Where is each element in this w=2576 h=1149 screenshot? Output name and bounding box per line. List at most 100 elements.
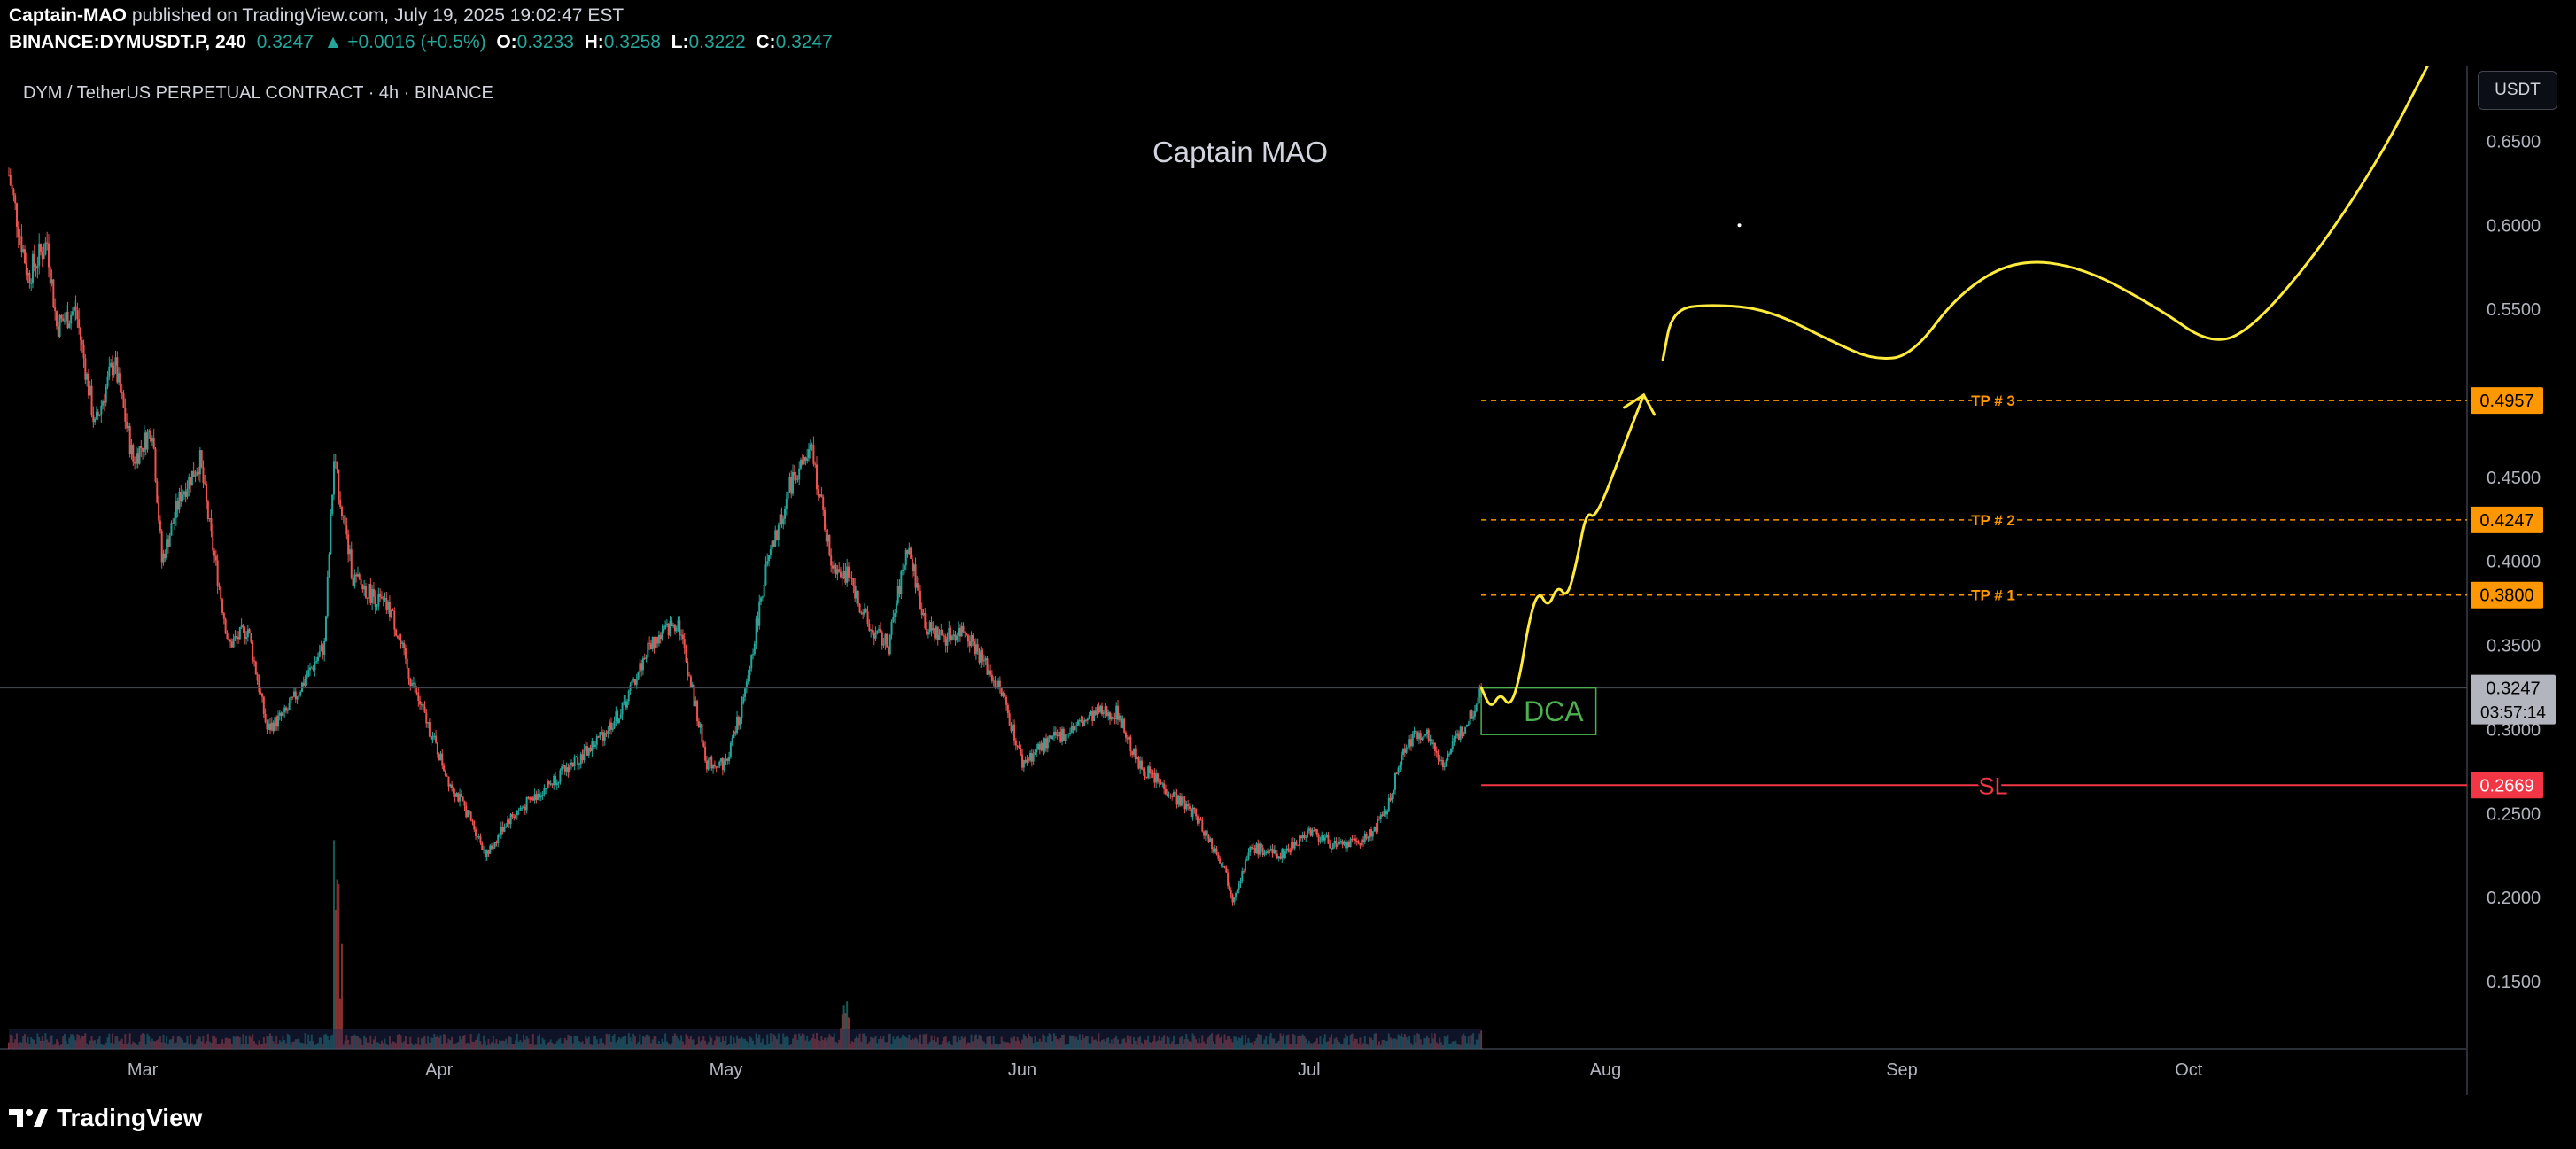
candle-body	[1329, 843, 1331, 849]
volume-bar	[621, 1036, 624, 1049]
volume-bar	[910, 1039, 912, 1049]
volume-bar	[1171, 1041, 1174, 1049]
candle-body	[1349, 839, 1352, 848]
volume-bar	[1058, 1040, 1060, 1049]
volume-bar	[1389, 1037, 1392, 1049]
candle-body	[503, 826, 506, 832]
volume-bar	[1147, 1035, 1150, 1049]
tradingview-logo[interactable]: TradingView	[7, 1104, 202, 1132]
candle-body	[541, 795, 544, 796]
volume-bar	[1175, 1044, 1178, 1049]
candle-body	[1351, 839, 1354, 841]
volume-bar	[275, 1036, 278, 1049]
volume-bar	[911, 1038, 913, 1049]
publish-line: Captain-MAO published on TradingView.com…	[9, 5, 624, 27]
candle-body	[1077, 720, 1080, 726]
volume-bar	[609, 1033, 611, 1049]
volume-bar	[1148, 1042, 1151, 1049]
candle-body	[952, 634, 955, 636]
volume-bar	[521, 1042, 524, 1049]
volume-bar	[1090, 1043, 1092, 1049]
candle-body	[934, 628, 936, 639]
volume-bar	[1085, 1036, 1088, 1049]
candle-body	[974, 641, 976, 655]
candle-body	[771, 540, 773, 549]
volume-bar	[757, 1037, 759, 1049]
volume-bar	[771, 1041, 773, 1049]
volume-bar	[1193, 1035, 1196, 1049]
candle-body	[966, 633, 968, 635]
candle-body	[578, 764, 580, 765]
candle-body	[563, 765, 566, 772]
volume-bar	[1300, 1036, 1302, 1049]
candle-body	[292, 691, 295, 697]
volume-bar	[1303, 1035, 1306, 1049]
candle-body	[1085, 719, 1088, 721]
volume-bar	[33, 1039, 35, 1049]
author-name[interactable]: Captain-MAO	[9, 5, 127, 26]
volume-bar	[376, 1042, 378, 1049]
candle-body	[384, 598, 386, 600]
volume-bar	[820, 1036, 823, 1049]
volume-bar	[1207, 1036, 1210, 1049]
candle-body	[1140, 760, 1143, 770]
volume-bar	[1029, 1036, 1032, 1049]
candle-body	[699, 724, 702, 728]
candle-body	[645, 657, 648, 659]
candle-body	[707, 759, 710, 770]
volume-bar	[477, 1033, 480, 1049]
volume-bar	[500, 1040, 502, 1049]
price-chart[interactable]: DYM / TetherUS PERPETUAL CONTRACT · 4h ·…	[0, 66, 2576, 1095]
candle-body	[1293, 842, 1296, 849]
volume-bar	[355, 1036, 358, 1049]
candle-body	[1136, 757, 1138, 760]
volume-bar	[1196, 1043, 1199, 1049]
volume-bar	[833, 1033, 835, 1049]
volume-bar	[387, 1044, 390, 1049]
volume-bar	[1287, 1034, 1290, 1049]
projection-leg-1	[1479, 393, 1646, 706]
volume-bar	[314, 1044, 316, 1049]
volume-bar	[318, 1037, 321, 1049]
volume-bar	[780, 1044, 783, 1049]
volume-bar	[1417, 1034, 1420, 1049]
candle-body	[63, 320, 66, 322]
candle-body	[102, 401, 105, 406]
candle-body	[583, 749, 586, 761]
candle-body	[284, 707, 287, 711]
candle-body	[1467, 724, 1470, 726]
volume-bar	[847, 1017, 850, 1049]
candle-body	[1088, 715, 1090, 719]
candle-body	[114, 357, 117, 366]
volume-bar	[84, 1033, 87, 1049]
volume-bar	[1016, 1036, 1019, 1049]
volume-bar	[503, 1041, 506, 1049]
volume-bar	[982, 1040, 984, 1049]
volume-bar	[1067, 1044, 1070, 1049]
volume-bar	[1094, 1039, 1097, 1049]
volume-bar	[268, 1036, 270, 1049]
volume-bar	[27, 1036, 29, 1049]
candle-body	[747, 675, 749, 682]
candle-body	[1478, 688, 1481, 698]
candle-body	[720, 758, 723, 762]
candle-body	[1317, 835, 1320, 842]
candle-body	[44, 242, 47, 255]
candle-body	[230, 641, 233, 648]
volume-bar	[633, 1036, 636, 1049]
candle-body	[637, 672, 640, 680]
candle-body	[761, 596, 764, 598]
volume-bar	[1072, 1036, 1075, 1049]
candle-body	[950, 635, 953, 640]
candle-body	[74, 306, 77, 311]
volume-bar	[936, 1037, 939, 1049]
volume-bar	[1110, 1039, 1113, 1049]
candle-body	[1045, 738, 1048, 749]
projection-arrowhead	[1623, 392, 1657, 416]
candle-body	[50, 279, 53, 284]
candle-body	[401, 642, 404, 644]
currency-button[interactable]: USDT	[2478, 71, 2557, 110]
candle-body	[643, 658, 646, 660]
volume-bar	[517, 1041, 520, 1049]
candle-body	[617, 718, 620, 723]
